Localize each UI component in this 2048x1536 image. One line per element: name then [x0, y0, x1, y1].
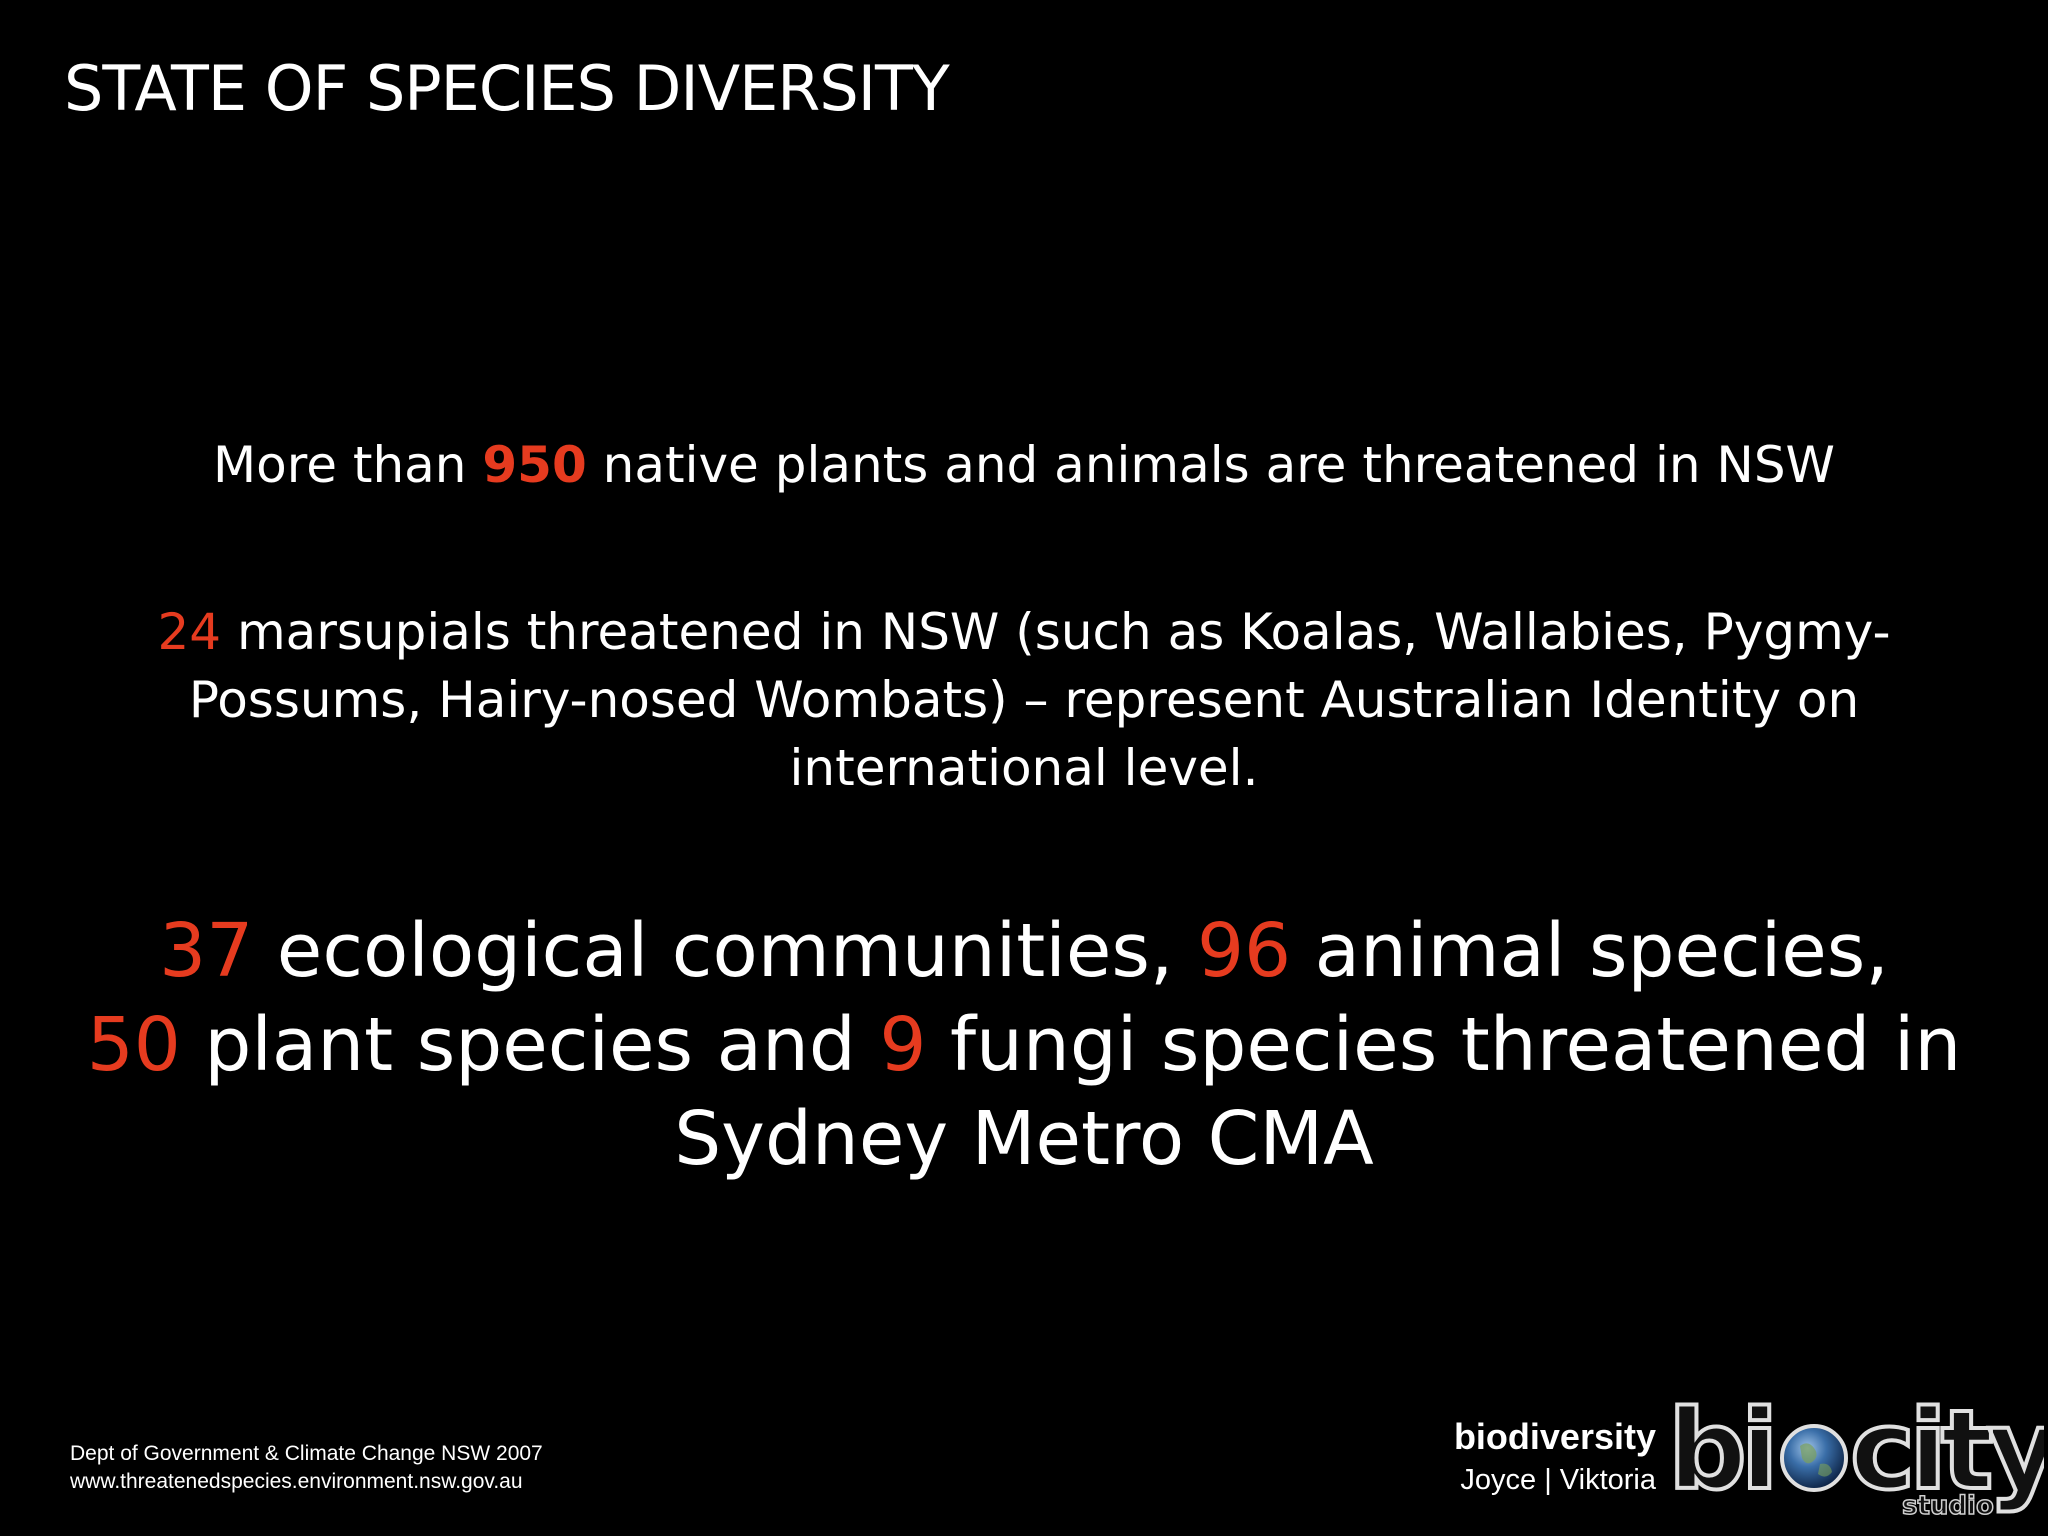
earth-globe-icon — [1780, 1424, 1848, 1492]
source-url: www.threatenedspecies.environment.nsw.go… — [70, 1470, 523, 1493]
biocity-studio-logo: bi city studio — [1664, 1384, 2048, 1522]
slide-title: STATE OF SPECIES DIVERSITY — [64, 52, 950, 125]
brand-credit: biodiversity Joyce | Viktoria — [1454, 1414, 1656, 1500]
text-plant-species: plant species and — [180, 1002, 880, 1088]
statement-marsupials: 24 marsupials threatened in NSW (such as… — [124, 598, 1924, 802]
source-citation: Dept of Government & Climate Change NSW … — [70, 1440, 543, 1496]
text-animal-species: animal species, — [1291, 908, 1889, 994]
marsupials-text: marsupials threatened in NSW (such as Ko… — [188, 603, 1891, 797]
statement-native-species: More than 950 native plants and animals … — [0, 436, 2048, 494]
text-fungi-species: fungi species threatened in Sydney Metro… — [674, 1002, 1962, 1182]
count-marsupials: 24 — [157, 603, 222, 661]
count-ecological-communities: 37 — [159, 908, 254, 994]
source-organization: Dept of Government & Climate Change NSW … — [70, 1442, 543, 1465]
count-fungi-species: 9 — [879, 1002, 927, 1088]
svg-text:city: city — [1850, 1388, 2044, 1514]
svg-text:bi: bi — [1668, 1388, 1772, 1514]
statement-text-before: More than — [213, 436, 483, 494]
count-native-species: 950 — [482, 436, 587, 494]
statement-sydney-metro: 37 ecological communities, 96 animal spe… — [54, 904, 1994, 1186]
svg-text:studio: studio — [1902, 1491, 1994, 1518]
biocity-logo-graphic: bi city studio — [1666, 1384, 2048, 1522]
statement-text-after: native plants and animals are threatened… — [586, 436, 1835, 494]
text-ecological-communities: ecological communities, — [253, 908, 1197, 994]
brand-authors: Joyce | Viktoria — [1460, 1464, 1656, 1496]
brand-biodiversity: biodiversity — [1453, 1416, 1656, 1457]
count-animal-species: 96 — [1196, 908, 1292, 994]
count-plant-species: 50 — [86, 1002, 181, 1088]
